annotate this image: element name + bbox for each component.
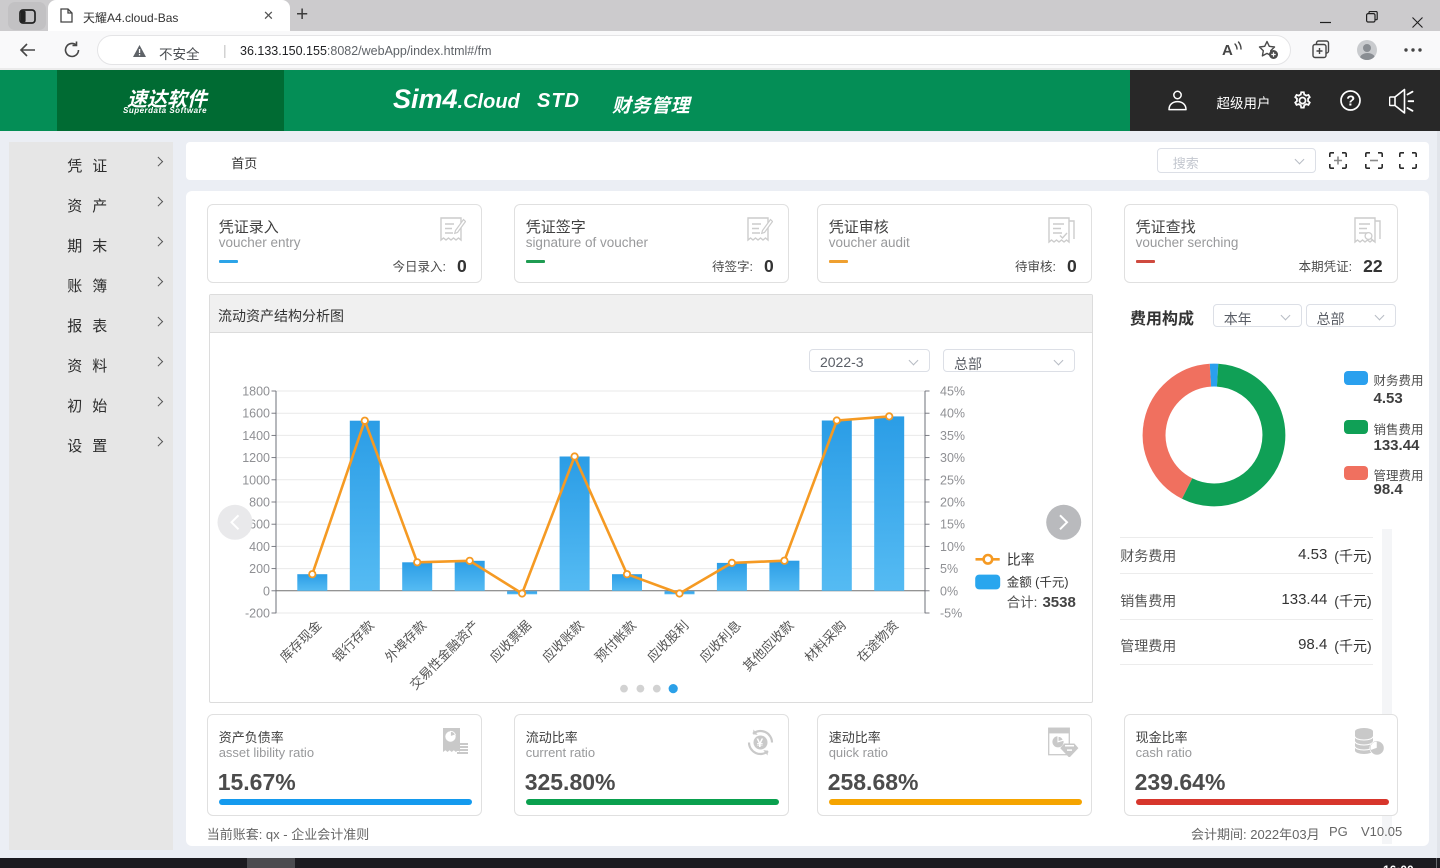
svg-text:200: 200 (249, 562, 270, 576)
svg-text:应收股利: 应收股利 (644, 618, 691, 665)
svg-text:800: 800 (249, 496, 270, 510)
svg-text:30%: 30% (940, 451, 965, 465)
svg-text:银行存款: 银行存款 (330, 618, 377, 665)
svg-text:25%: 25% (940, 473, 965, 487)
svg-text:45%: 45% (940, 385, 965, 399)
svg-text:1800: 1800 (242, 385, 270, 399)
svg-text:15%: 15% (940, 518, 965, 532)
svg-text:35%: 35% (940, 429, 965, 443)
svg-text:1600: 1600 (242, 407, 270, 421)
svg-text:1200: 1200 (242, 451, 270, 465)
svg-text:600: 600 (249, 518, 270, 532)
svg-text:¥: ¥ (756, 736, 763, 750)
svg-text:金额 (千元): 金额 (千元) (1007, 575, 1069, 590)
svg-text:-200: -200 (245, 607, 270, 621)
svg-text:应收利息: 应收利息 (697, 618, 744, 665)
svg-text:0%: 0% (940, 584, 958, 598)
svg-text:库存现金: 库存现金 (277, 618, 324, 665)
svg-text:合计:3538: 合计: 3538 (1007, 594, 1076, 611)
svg-text:20%: 20% (940, 496, 965, 510)
svg-text:-5%: -5% (940, 607, 962, 621)
svg-text:400: 400 (249, 540, 270, 554)
svg-text:A: A (1222, 42, 1233, 58)
svg-text:在途物资: 在途物资 (854, 618, 901, 665)
svg-text:比率: 比率 (1007, 551, 1035, 567)
svg-text:5%: 5% (940, 562, 958, 576)
svg-text:40%: 40% (940, 407, 965, 421)
svg-text:0: 0 (263, 584, 270, 598)
svg-text:应收票据: 应收票据 (487, 618, 534, 665)
svg-text:应收账款: 应收账款 (539, 618, 586, 665)
svg-text:其他应收款: 其他应收款 (740, 618, 797, 675)
svg-text:预付帐款: 预付帐款 (592, 618, 639, 665)
svg-text:10%: 10% (940, 540, 965, 554)
svg-text:?: ? (1346, 94, 1355, 110)
svg-text:1000: 1000 (242, 473, 270, 487)
svg-text:外埠存款: 外埠存款 (382, 618, 429, 665)
svg-text:1400: 1400 (242, 429, 270, 443)
svg-text:材料采购: 材料采购 (802, 618, 849, 665)
